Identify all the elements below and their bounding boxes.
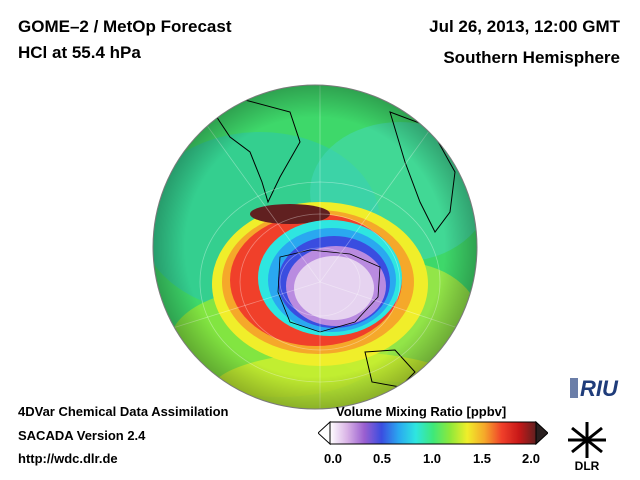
map-subtitle: HCl at 55.4 hPa bbox=[18, 43, 141, 62]
colorbar-title: Volume Mixing Ratio [ppbv] bbox=[336, 404, 507, 419]
colorbar-tick-4: 2.0 bbox=[521, 451, 541, 466]
riu-logo-text: RIU bbox=[580, 376, 619, 401]
hemisphere-label: Southern Hemisphere bbox=[443, 48, 620, 67]
footer-line-2: SACADA Version 2.4 bbox=[18, 428, 146, 443]
dlr-logo-text: DLR bbox=[575, 459, 600, 472]
colorbar bbox=[318, 420, 548, 446]
colorbar-tick-1: 0.5 bbox=[372, 451, 392, 466]
footer-url: http://wdc.dlr.de bbox=[18, 451, 118, 466]
forecast-date: Jul 26, 2013, 12:00 GMT bbox=[429, 17, 620, 36]
colorbar-tick-3: 1.5 bbox=[472, 451, 492, 466]
dlr-logo-icon: DLR bbox=[568, 422, 606, 472]
globe-map bbox=[152, 84, 478, 410]
colorbar-tick-0: 0.0 bbox=[323, 451, 343, 466]
riu-logo-icon: RIU bbox=[570, 376, 619, 401]
colorbar-tick-2: 1.0 bbox=[422, 451, 442, 466]
footer-line-1: 4DVar Chemical Data Assimilation bbox=[18, 404, 229, 419]
map-title: GOME–2 / MetOp Forecast bbox=[18, 17, 232, 36]
